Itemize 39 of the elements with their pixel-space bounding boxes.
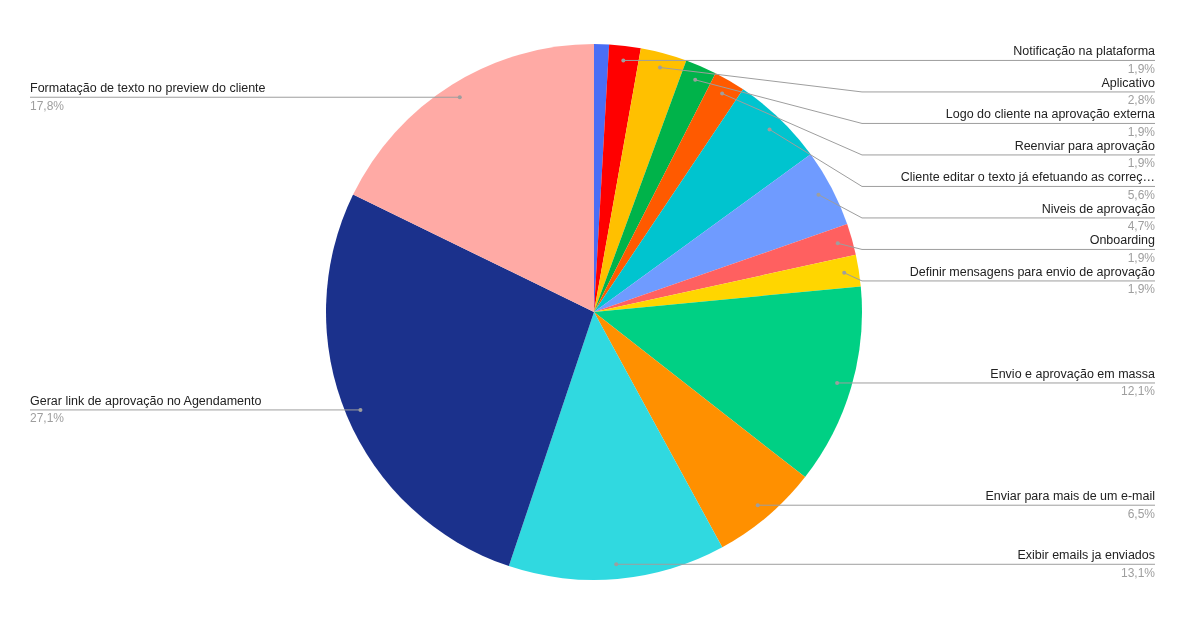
- pie-slice: [508, 312, 723, 580]
- data-label: 5,6%: [1127, 187, 1156, 202]
- pie-slice: [594, 312, 806, 548]
- slice-label: Onboarding: [1089, 233, 1156, 248]
- slice-label: Aplicativo: [1101, 75, 1156, 90]
- data-label: 1,9%: [1127, 156, 1156, 171]
- pie-slice: [353, 44, 594, 312]
- slice-label: Definir mensagens para envio de aprovação: [909, 264, 1156, 279]
- pie-slice: [594, 254, 861, 312]
- slice-label: Notificação na plataforma: [1013, 44, 1156, 59]
- data-label: 1,9%: [1127, 250, 1156, 265]
- data-label: 1,9%: [1127, 124, 1156, 139]
- slice-label: Cliente editar o texto já efetuando as correç…: [900, 170, 1155, 185]
- pie-slice: [594, 89, 811, 312]
- data-label: 1,9%: [1127, 61, 1156, 76]
- data-label: 4,7%: [1127, 219, 1156, 234]
- pie-slice: [594, 44, 641, 312]
- slice-label: Reenviar para aprovação: [1014, 138, 1156, 153]
- slice-label: Enviar para mais de um e-mail: [985, 489, 1155, 504]
- slice-label: Exibir emails ja enviados: [1017, 548, 1155, 563]
- pie-slice: [594, 48, 687, 312]
- slice-label: Envio e aprovação em massa: [990, 366, 1156, 381]
- pie-slice: [594, 224, 856, 312]
- pie-slice: [326, 194, 594, 567]
- slice-label: Niveis de aprovação: [1041, 201, 1156, 216]
- data-label: 27,1%: [30, 411, 65, 426]
- slice-label: Gerar link de aprovação no Agendamento: [30, 393, 262, 408]
- slice-label: Formatação de texto no preview do cliente: [30, 81, 266, 96]
- data-label: 12,1%: [1120, 384, 1156, 399]
- data-label: 1,9%: [1127, 282, 1156, 297]
- data-label: 13,1%: [1120, 565, 1156, 580]
- pie-slice: [594, 60, 716, 312]
- data-label: 17,8%: [30, 98, 65, 113]
- pie-slice: [594, 73, 744, 312]
- data-label: 2,8%: [1127, 93, 1156, 108]
- pie-slice: [594, 286, 862, 478]
- slice-label: Logo do cliente na aprovação externa: [945, 107, 1156, 122]
- data-label: 6,5%: [1127, 506, 1156, 521]
- pie-slice: [594, 154, 848, 312]
